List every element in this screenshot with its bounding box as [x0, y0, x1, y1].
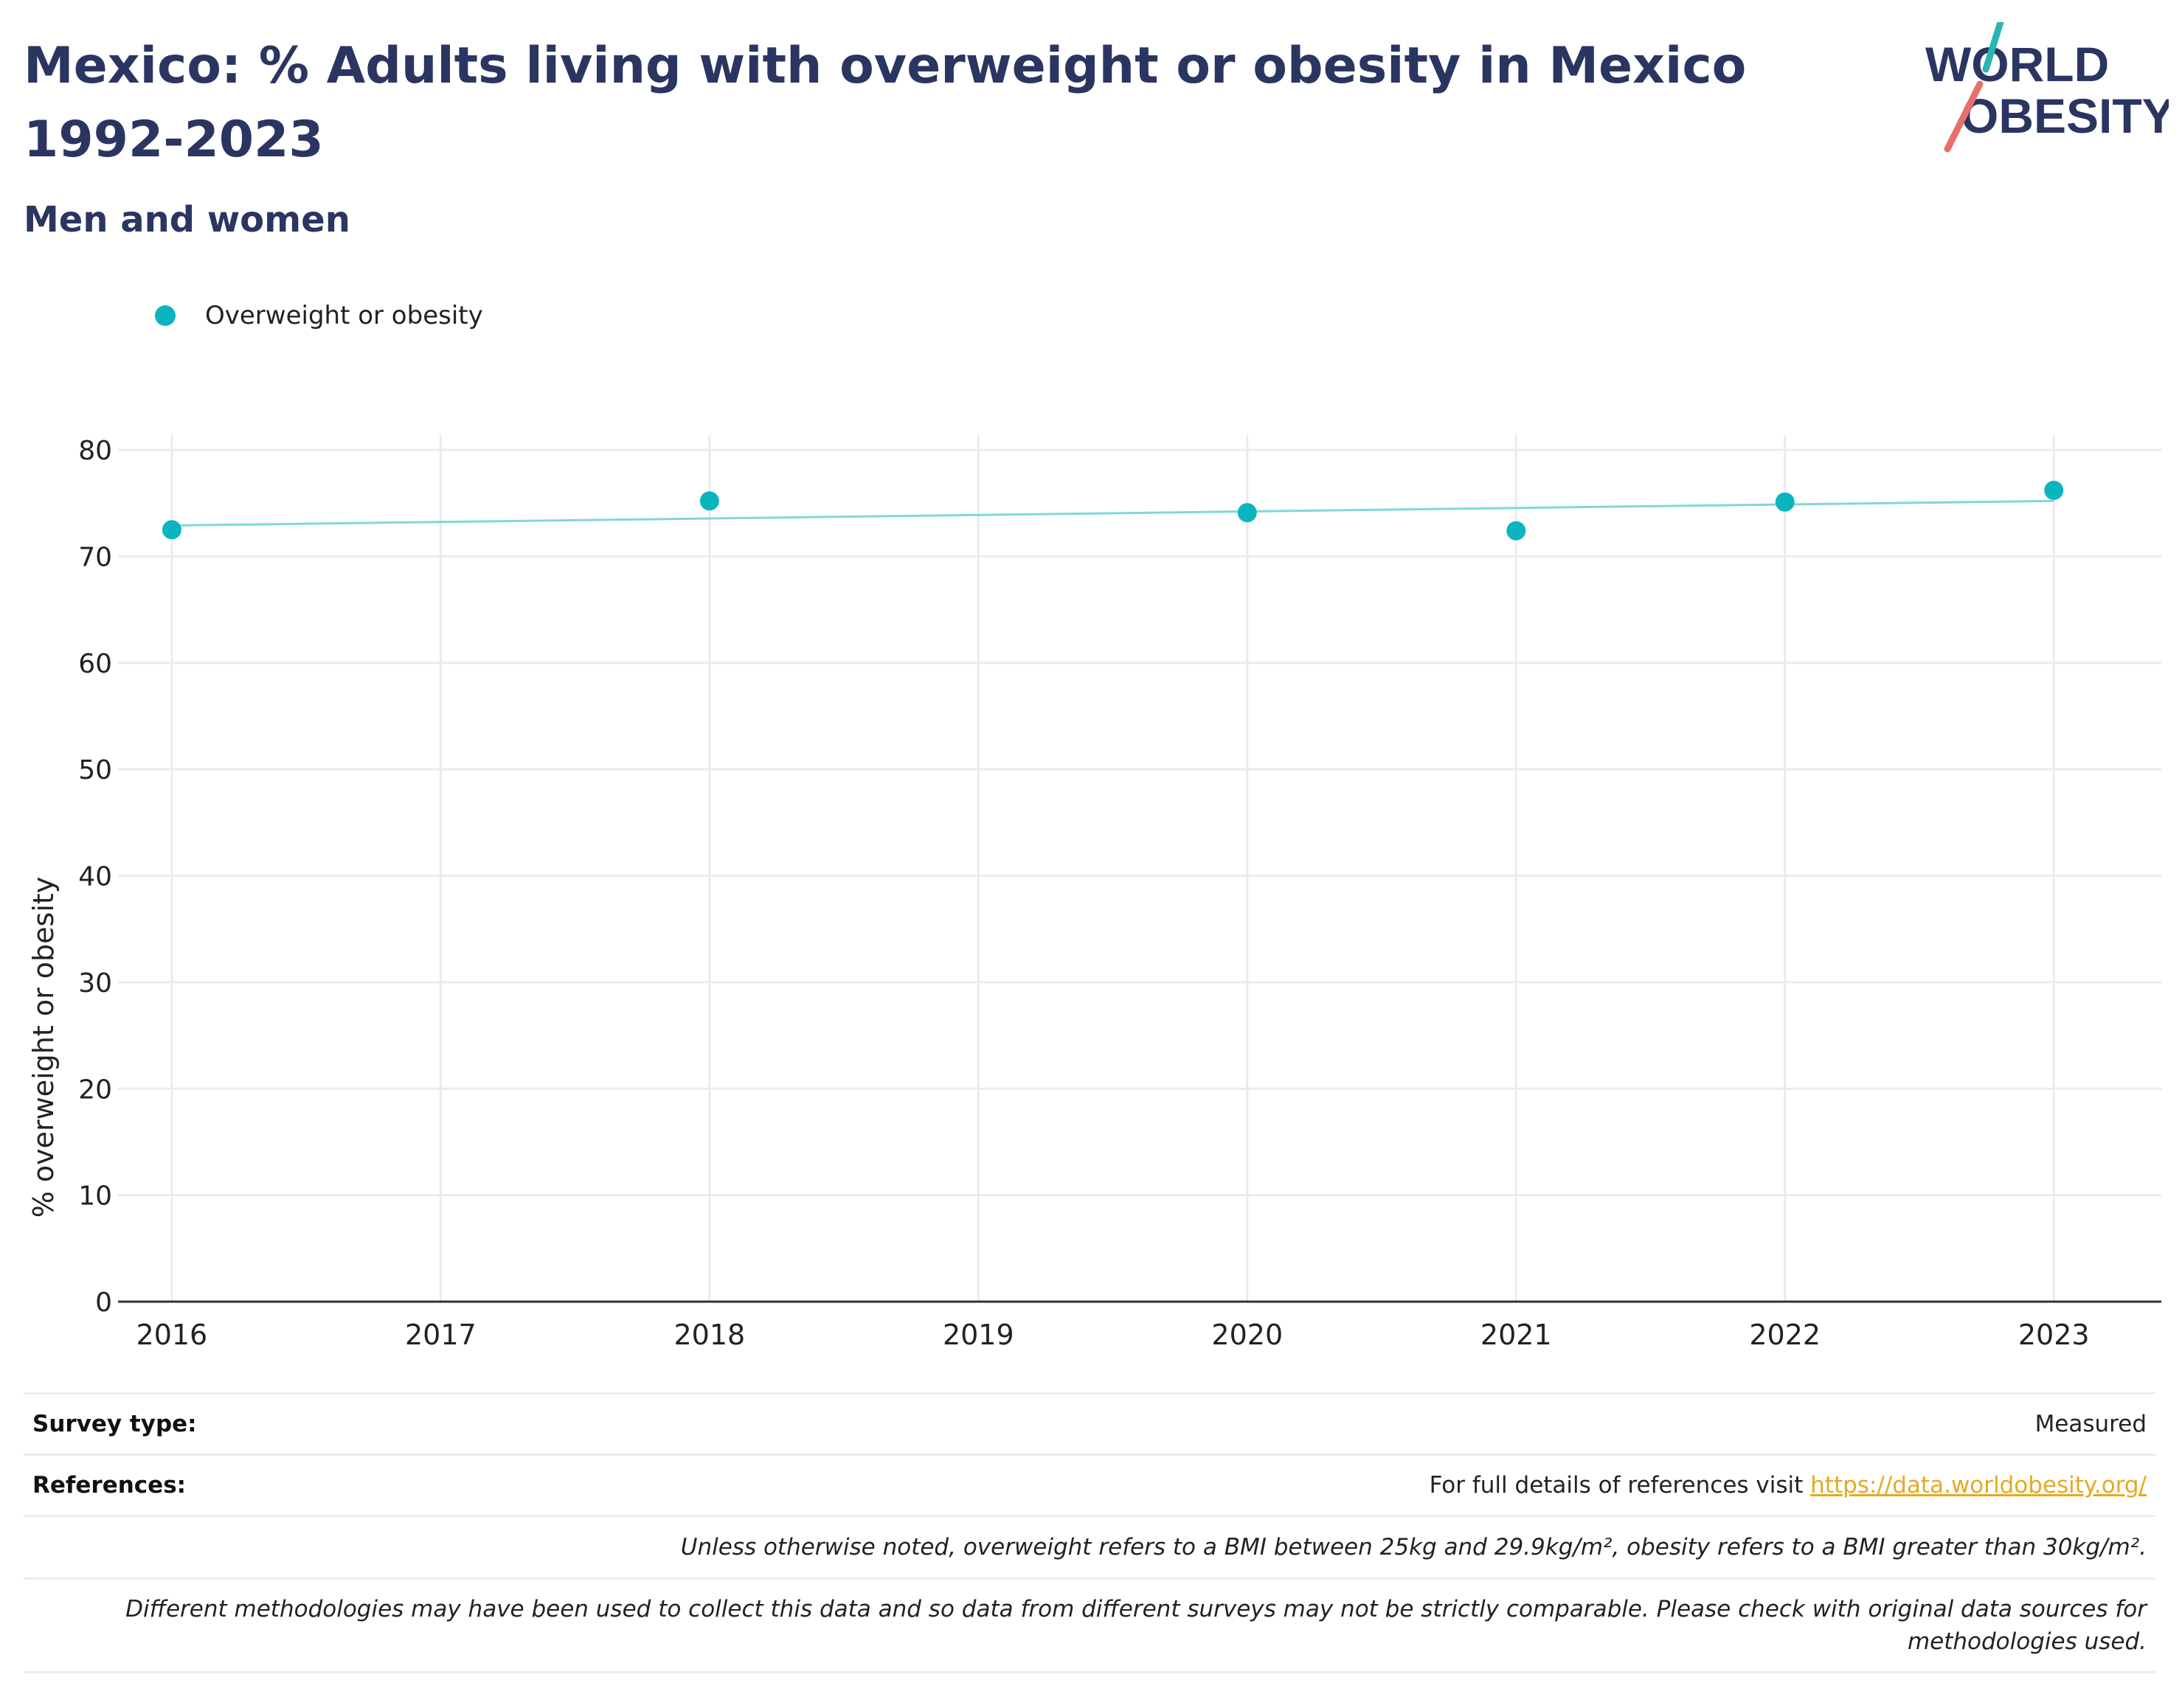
y-tick-label: 60 — [78, 649, 112, 679]
survey-type-row: Survey type: Measured — [24, 1392, 2155, 1454]
survey-type-label: Survey type: — [32, 1411, 197, 1437]
x-tick-label: 2023 — [2018, 1319, 2090, 1351]
data-point — [2044, 480, 2064, 500]
x-tick-label: 2022 — [1749, 1319, 1821, 1351]
axes: 0 10 20 30 40 50 60 70 80 2016 2017 2018 2019 2020 202… — [78, 436, 2161, 1351]
x-tick-label: 2020 — [1211, 1319, 1283, 1351]
page-title: Mexico: % Adults living with overweight … — [24, 37, 1747, 169]
y-tick-label: 50 — [78, 755, 112, 785]
methods-note: Different methodologies may have been us… — [125, 1596, 2147, 1655]
data-point — [1506, 521, 1526, 541]
logo-coral-slash — [1944, 80, 1984, 153]
legend-marker-icon — [155, 305, 176, 326]
references-row: References: For full details of referenc… — [24, 1454, 2155, 1515]
logo-text-line2: OBESITY — [1961, 88, 2169, 143]
info-table: Survey type: Measured References: For fu… — [24, 1392, 2155, 1673]
references-link[interactable]: https://data.worldobesity.org/ — [1810, 1472, 2147, 1499]
x-tick-label: 2021 — [1480, 1319, 1552, 1351]
y-tick-label: 80 — [78, 436, 112, 466]
world-obesity-logo[interactable]: WORLD OBESITY — [1918, 18, 2175, 155]
grid-lines — [118, 435, 2161, 1302]
y-axis-label: % overweight or obesity — [27, 877, 60, 1218]
methods-note-row: Different methodologies may have been us… — [24, 1577, 2155, 1673]
y-tick-label: 20 — [78, 1075, 112, 1105]
x-tick-label: 2018 — [673, 1319, 745, 1351]
logo-text-line1: WORLD — [1925, 37, 2109, 91]
references-value: For full details of references visit htt… — [1430, 1472, 2147, 1499]
references-label: References: — [32, 1472, 187, 1499]
trendline-layer — [171, 499, 2054, 527]
x-tick-label: 2019 — [943, 1319, 1014, 1351]
logo-teal-slash — [1982, 18, 2004, 73]
y-tick-label: 30 — [78, 968, 112, 999]
survey-type-value: Measured — [2034, 1411, 2147, 1437]
y-tick-label: 0 — [95, 1288, 112, 1318]
y-tick-label: 10 — [78, 1181, 112, 1212]
x-tick-label: 2017 — [405, 1319, 477, 1351]
data-point — [699, 491, 719, 511]
chart-plot: 0 10 20 30 40 50 60 70 80 2016 2017 2018 2019 2020 202… — [27, 435, 2161, 1351]
bmi-note-row: Unless otherwise noted, overweight refer… — [24, 1515, 2155, 1577]
data-point — [1237, 503, 1257, 523]
logo-graphic: WORLD OBESITY — [1925, 18, 2175, 153]
y-tick-label: 40 — [78, 862, 112, 892]
data-point — [162, 520, 181, 540]
page-subtitle: Men and women — [24, 199, 350, 240]
references-text: For full details of references visit — [1429, 1472, 1811, 1499]
chart-legend[interactable]: Overweight or obesity — [155, 295, 483, 336]
legend-label: Overweight or obesity — [205, 301, 483, 330]
trendline — [171, 499, 2054, 527]
data-points — [162, 480, 2064, 541]
y-tick-label: 70 — [78, 542, 112, 572]
data-point — [1775, 492, 1795, 512]
x-tick-label: 2016 — [136, 1319, 208, 1351]
bmi-note: Unless otherwise noted, overweight refer… — [680, 1534, 2147, 1561]
